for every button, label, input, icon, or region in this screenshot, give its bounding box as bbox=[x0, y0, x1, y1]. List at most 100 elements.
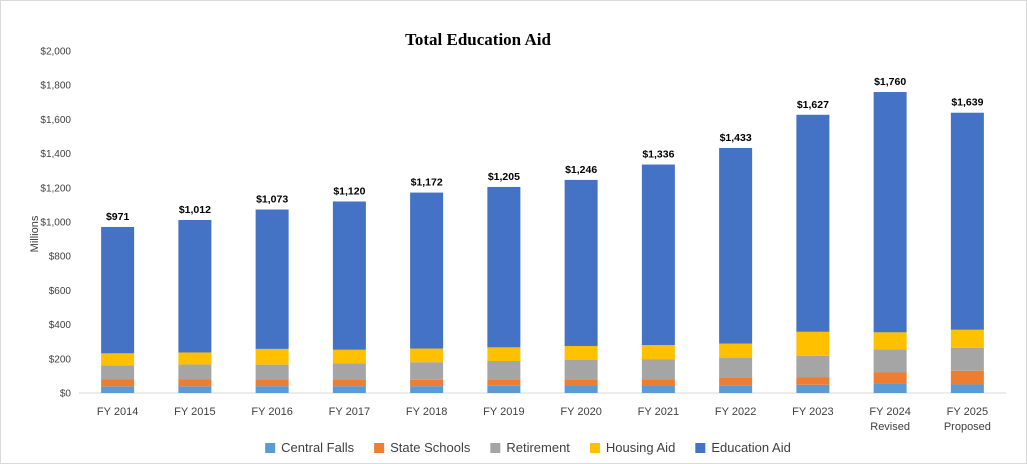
bar-segment-retirement bbox=[564, 359, 598, 380]
bar-segment-education-aid bbox=[101, 226, 135, 354]
bar-segment-housing-aid bbox=[178, 352, 212, 365]
x-tick-label: FY 2025 bbox=[947, 406, 988, 418]
bar-segment-retirement bbox=[796, 355, 830, 378]
x-axis-ticks: FY 2014 FY 2015 FY 2016 FY 2017 FY 2018 FY 20… bbox=[97, 406, 991, 433]
bar-segment-housing-aid bbox=[101, 353, 135, 366]
x-tick-label: FY 2016 bbox=[251, 406, 292, 418]
bar-segment-housing-aid bbox=[332, 349, 366, 364]
bar-segment-central-falls bbox=[641, 385, 675, 393]
bar-segment-housing-aid bbox=[564, 345, 598, 360]
bar-total-label: $1,172 bbox=[411, 177, 443, 189]
bar-segment-state-schools bbox=[255, 380, 289, 387]
bar-segment-central-falls bbox=[410, 386, 444, 393]
bar-segment-education-aid bbox=[796, 114, 830, 332]
bar-segment-education-aid bbox=[487, 186, 521, 348]
bar-segment-state-schools bbox=[564, 379, 598, 386]
bar-segment-education-aid bbox=[641, 164, 675, 346]
bar-total-label: $1,760 bbox=[874, 76, 906, 88]
bar-segment-central-falls bbox=[873, 383, 907, 393]
x-tick-label: FY 2024 bbox=[869, 406, 910, 418]
y-axis-label: Millions bbox=[29, 215, 41, 252]
bar-segment-education-aid bbox=[873, 92, 907, 333]
bar-segment-central-falls bbox=[332, 386, 366, 393]
legend-swatch bbox=[695, 443, 706, 453]
legend: Central Falls State Schools Retirement Hous… bbox=[265, 440, 791, 455]
bar-segment-housing-aid bbox=[487, 347, 521, 362]
bar-segment-state-schools bbox=[410, 379, 444, 387]
bar-segment-education-aid bbox=[950, 112, 984, 330]
bar-segment-state-schools bbox=[873, 372, 907, 384]
bar-segment-retirement bbox=[178, 364, 212, 380]
bar-segment-retirement bbox=[719, 357, 753, 378]
bar-total-label: $1,073 bbox=[256, 194, 288, 206]
bar-segment-retirement bbox=[255, 364, 289, 381]
x-tick-label: Proposed bbox=[944, 421, 991, 433]
bar-segment-retirement bbox=[641, 359, 675, 380]
bar-segment-retirement bbox=[487, 361, 521, 380]
bar-segment-housing-aid bbox=[873, 332, 907, 350]
bar-segment-retirement bbox=[410, 362, 444, 380]
bar-segment-central-falls bbox=[950, 384, 984, 393]
x-tick-label: FY 2020 bbox=[560, 406, 601, 418]
legend-label: Central Falls bbox=[281, 440, 354, 455]
legend-swatch bbox=[374, 443, 385, 453]
legend-swatch bbox=[265, 443, 276, 453]
bar-segment-state-schools bbox=[487, 379, 521, 386]
chart-title: Total Education Aid bbox=[405, 30, 551, 49]
y-tick-label: $200 bbox=[49, 354, 72, 365]
bar-segment-education-aid bbox=[564, 179, 598, 346]
bar-segment-education-aid bbox=[332, 201, 366, 350]
bar-total-label: $971 bbox=[106, 211, 130, 223]
legend-swatch bbox=[490, 443, 501, 453]
bar-segment-housing-aid bbox=[796, 331, 830, 356]
bar-segment-central-falls bbox=[796, 384, 830, 393]
bar-segment-retirement bbox=[101, 365, 135, 380]
bar-total-label: $1,205 bbox=[488, 171, 520, 183]
y-tick-label: $1,200 bbox=[40, 183, 71, 194]
bar-segment-housing-aid bbox=[641, 345, 675, 360]
y-tick-label: $800 bbox=[49, 252, 72, 263]
x-tick-label: FY 2019 bbox=[483, 406, 524, 418]
x-tick-label: Revised bbox=[870, 421, 910, 433]
legend-label: State Schools bbox=[390, 440, 471, 455]
bar-total-label: $1,639 bbox=[951, 97, 983, 109]
bar-segment-state-schools bbox=[719, 377, 753, 386]
bar-segment-education-aid bbox=[178, 219, 212, 353]
bar-segment-retirement bbox=[950, 347, 984, 371]
bar-segment-central-falls bbox=[564, 385, 598, 393]
bar-segment-retirement bbox=[332, 363, 366, 381]
total-labels-group: $971 $1,012 $1,073 $1,120 $1,172 $1,205 $1,246… bbox=[106, 76, 984, 223]
x-tick-label: FY 2017 bbox=[329, 406, 370, 418]
y-tick-label: $2,000 bbox=[40, 47, 71, 58]
legend-label: Education Aid bbox=[711, 440, 791, 455]
x-tick-label: FY 2018 bbox=[406, 406, 447, 418]
bar-segment-education-aid bbox=[410, 192, 444, 349]
y-tick-label: $1,800 bbox=[40, 81, 71, 92]
bar-segment-housing-aid bbox=[255, 348, 289, 365]
bar-total-label: $1,012 bbox=[179, 204, 211, 216]
x-tick-label: FY 2022 bbox=[715, 406, 756, 418]
x-tick-label: FY 2015 bbox=[174, 406, 215, 418]
bar-segment-state-schools bbox=[332, 380, 366, 387]
y-axis-ticks: $0 $200 $400 $600 $800 $1,000 $1,200 $1,400 $1,6… bbox=[40, 47, 71, 400]
bar-total-label: $1,246 bbox=[565, 164, 597, 176]
y-tick-label: $1,000 bbox=[40, 218, 71, 229]
y-tick-label: $1,600 bbox=[40, 115, 71, 126]
bar-segment-housing-aid bbox=[410, 348, 444, 363]
bar-segment-housing-aid bbox=[950, 329, 984, 348]
y-tick-label: $600 bbox=[49, 286, 72, 297]
legend-swatch bbox=[589, 443, 600, 453]
legend-label: Housing Aid bbox=[606, 440, 675, 455]
bar-segment-housing-aid bbox=[719, 343, 753, 358]
bar-segment-state-schools bbox=[101, 379, 135, 387]
x-tick-label: FY 2021 bbox=[638, 406, 679, 418]
bar-total-label: $1,336 bbox=[642, 149, 674, 161]
bar-segment-central-falls bbox=[487, 385, 521, 393]
x-tick-label: FY 2014 bbox=[97, 406, 138, 418]
bar-segment-retirement bbox=[873, 349, 907, 373]
bar-segment-central-falls bbox=[101, 386, 135, 393]
y-tick-label: $400 bbox=[49, 320, 72, 331]
bar-segment-state-schools bbox=[178, 379, 212, 387]
